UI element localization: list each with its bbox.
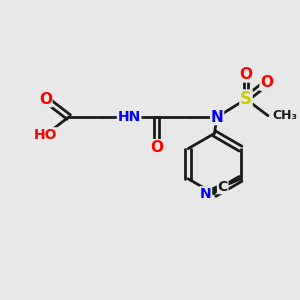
Text: N: N [211,110,224,124]
Text: CH₃: CH₃ [272,109,297,122]
Text: HN: HN [118,110,141,124]
Text: S: S [240,90,252,108]
Text: N: N [200,187,212,201]
Text: O: O [150,140,163,155]
Text: HO: HO [34,128,57,142]
Text: O: O [260,75,273,90]
Text: O: O [239,67,253,82]
Text: C: C [218,180,228,194]
Text: O: O [39,92,52,107]
